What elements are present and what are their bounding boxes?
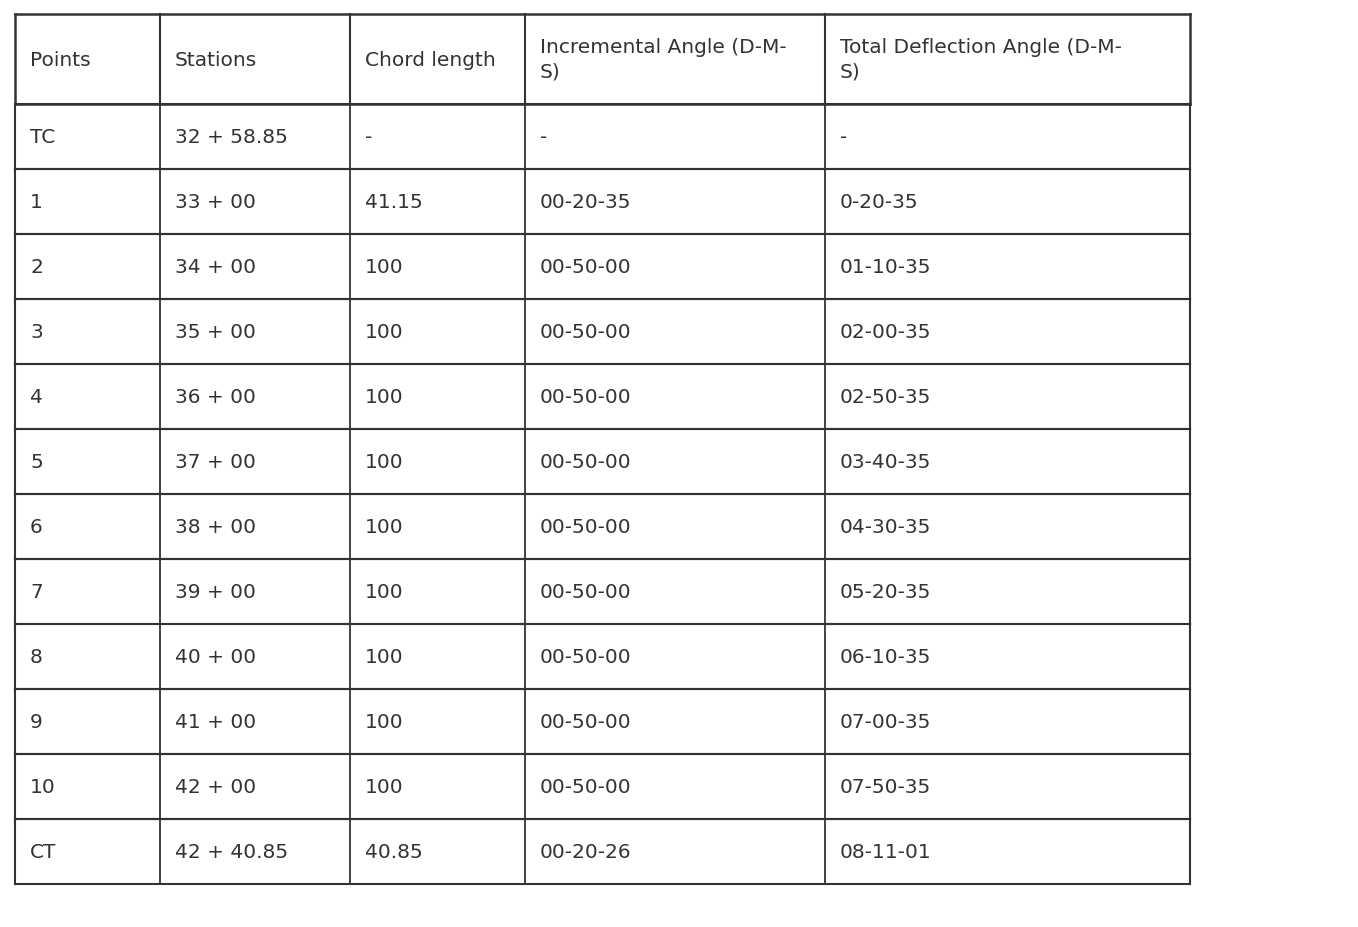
Text: 00-20-26: 00-20-26 [540,842,631,861]
Text: 100: 100 [365,647,403,667]
Text: 100: 100 [365,323,403,342]
Text: 38 + 00: 38 + 00 [175,517,257,537]
Text: TC: TC [30,128,56,146]
Text: 2: 2 [30,258,43,276]
Text: 00-50-00: 00-50-00 [540,323,631,342]
Text: 100: 100 [365,517,403,537]
Text: 00-50-00: 00-50-00 [540,712,631,731]
Text: 03-40-35: 03-40-35 [841,452,932,472]
Text: 00-50-00: 00-50-00 [540,258,631,276]
Text: Chord length: Chord length [365,50,496,70]
Text: 40 + 00: 40 + 00 [175,647,257,667]
Text: 00-50-00: 00-50-00 [540,777,631,796]
Text: 7: 7 [30,582,42,602]
Text: 00-20-35: 00-20-35 [540,193,631,211]
Text: 0-20-35: 0-20-35 [841,193,918,211]
Text: 100: 100 [365,452,403,472]
Text: Stations: Stations [175,50,257,70]
Text: 40.85: 40.85 [365,842,422,861]
Text: -: - [365,128,372,146]
Text: 100: 100 [365,387,403,407]
Text: 07-00-35: 07-00-35 [841,712,932,731]
Text: 3: 3 [30,323,42,342]
Text: CT: CT [30,842,57,861]
Text: 6: 6 [30,517,42,537]
Text: 100: 100 [365,712,403,731]
Text: 02-50-35: 02-50-35 [841,387,932,407]
Text: 02-00-35: 02-00-35 [841,323,932,342]
Text: Incremental Angle (D-M-
S): Incremental Angle (D-M- S) [540,38,786,82]
Text: 4: 4 [30,387,43,407]
Text: 00-50-00: 00-50-00 [540,647,631,667]
Text: 41 + 00: 41 + 00 [175,712,257,731]
Text: 36 + 00: 36 + 00 [175,387,255,407]
Text: 35 + 00: 35 + 00 [175,323,255,342]
Text: 42 + 40.85: 42 + 40.85 [175,842,288,861]
Text: -: - [841,128,847,146]
Text: 33 + 00: 33 + 00 [175,193,255,211]
Text: 39 + 00: 39 + 00 [175,582,255,602]
Text: 8: 8 [30,647,43,667]
Text: 00-50-00: 00-50-00 [540,452,631,472]
Text: 34 + 00: 34 + 00 [175,258,257,276]
Text: 10: 10 [30,777,56,796]
Text: 04-30-35: 04-30-35 [841,517,932,537]
Text: 37 + 00: 37 + 00 [175,452,255,472]
Text: 01-10-35: 01-10-35 [841,258,932,276]
Text: 100: 100 [365,258,403,276]
Text: 1: 1 [30,193,43,211]
Text: 32 + 58.85: 32 + 58.85 [175,128,288,146]
Text: 05-20-35: 05-20-35 [841,582,932,602]
Text: 42 + 00: 42 + 00 [175,777,257,796]
Text: 00-50-00: 00-50-00 [540,387,631,407]
Text: 08-11-01: 08-11-01 [841,842,932,861]
Text: 00-50-00: 00-50-00 [540,582,631,602]
Text: Total Deflection Angle (D-M-
S): Total Deflection Angle (D-M- S) [841,38,1122,82]
Text: 5: 5 [30,452,42,472]
Text: 100: 100 [365,777,403,796]
Text: 06-10-35: 06-10-35 [841,647,932,667]
Text: 100: 100 [365,582,403,602]
Text: -: - [540,128,547,146]
Text: 41.15: 41.15 [365,193,422,211]
Text: 9: 9 [30,712,42,731]
Text: 07-50-35: 07-50-35 [841,777,932,796]
Text: 00-50-00: 00-50-00 [540,517,631,537]
Text: Points: Points [30,50,91,70]
